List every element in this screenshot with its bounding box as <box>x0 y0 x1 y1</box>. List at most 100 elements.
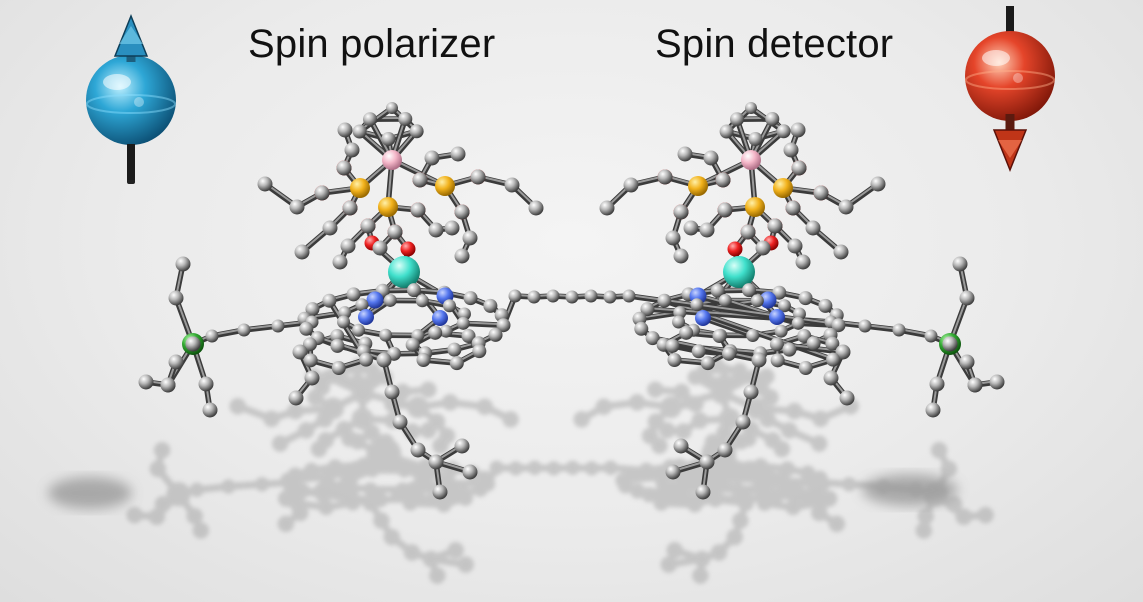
carbon-atom <box>783 142 799 158</box>
carbon-atom <box>806 336 821 351</box>
carbon-atom <box>424 150 440 166</box>
carbon-atom <box>379 328 393 342</box>
carbon-atom <box>257 176 273 192</box>
carbon-atom <box>751 352 767 368</box>
carbon-atom <box>959 354 975 370</box>
carbon-atom <box>743 384 759 400</box>
carbon-atom <box>719 124 734 139</box>
carbon-atom <box>442 299 456 313</box>
carbon-atom <box>288 390 304 406</box>
carbon-atom <box>330 329 345 344</box>
carbon-atom <box>770 353 785 368</box>
carbon-atom <box>603 290 617 304</box>
carbon-atom <box>331 360 346 375</box>
carbon-atom <box>340 238 356 254</box>
carbon-atom <box>798 360 813 375</box>
carbon-atom <box>416 352 431 367</box>
cobalt-atom <box>388 256 420 288</box>
nitrogen-atom <box>432 310 448 326</box>
carbon-atom <box>314 185 330 201</box>
carbon-atom <box>304 370 320 386</box>
carbon-atom <box>959 290 975 306</box>
carbon-atom <box>384 384 400 400</box>
carbon-atom <box>797 329 812 344</box>
carbon-atom <box>858 319 872 333</box>
carbon-atom <box>439 324 453 338</box>
spin-down-sphere-icon <box>965 6 1055 173</box>
spin-detector-label: Spin detector <box>655 22 894 66</box>
carbon-atom <box>528 200 544 216</box>
carbon-atom <box>565 290 579 304</box>
carbon-atom <box>929 376 945 392</box>
carbon-atom <box>798 291 813 306</box>
carbon-atom <box>504 177 520 193</box>
carbon-atom <box>428 222 444 238</box>
carbon-atom <box>372 240 388 256</box>
carbon-atom <box>428 325 443 340</box>
carbon-atom <box>667 352 682 367</box>
cobalt-atom <box>723 256 755 288</box>
carbon-atom <box>412 172 428 188</box>
carbon-atom <box>700 356 715 371</box>
carbon-atom <box>835 344 851 360</box>
carbon-atom <box>746 329 760 343</box>
carbon-atom <box>198 376 214 392</box>
oxygen-atom <box>400 241 416 257</box>
carbon-atom <box>774 324 788 338</box>
carbon-atom <box>703 150 719 166</box>
carbon-atom <box>765 112 780 127</box>
nitrogen-atom <box>366 291 384 309</box>
carbon-atom <box>717 442 733 458</box>
carbon-atom <box>302 337 317 352</box>
carbon-atom <box>718 293 732 307</box>
carbon-atom <box>952 256 968 272</box>
carbon-atom <box>712 329 727 344</box>
carbon-atom <box>673 204 689 220</box>
carbon-atom <box>462 230 478 246</box>
carbon-atom <box>665 464 681 480</box>
carbon-atom <box>237 323 251 337</box>
carbon-atom <box>791 316 805 330</box>
carbon-atom <box>695 484 711 500</box>
carbon-atom <box>767 218 783 234</box>
carbon-atom <box>461 329 476 344</box>
carbon-atom <box>785 200 801 216</box>
carbon-atom <box>826 352 841 367</box>
carbon-atom <box>690 298 704 312</box>
carbon-atom <box>410 202 426 218</box>
carbon-atom <box>645 331 660 346</box>
carbon-atom <box>818 298 833 313</box>
carbon-atom <box>623 177 639 193</box>
carbon-atom <box>769 337 784 352</box>
carbon-atom <box>185 336 201 352</box>
carbon-atom <box>791 160 807 176</box>
carbon-atom <box>870 176 886 192</box>
phosphorus-atom <box>745 197 765 217</box>
carbon-atom <box>790 122 806 138</box>
nitrogen-atom <box>358 309 374 325</box>
carbon-atom <box>409 124 424 139</box>
carbon-atom <box>679 325 694 340</box>
carbon-atom <box>337 122 353 138</box>
carbon-atom <box>168 354 184 370</box>
nitrogen-atom <box>759 291 777 309</box>
carbon-atom <box>359 352 374 367</box>
carbon-atom <box>925 402 941 418</box>
carbon-atom <box>332 254 348 270</box>
carbon-atom <box>336 160 352 176</box>
carbon-atom <box>292 344 308 360</box>
carbon-atom <box>942 336 958 352</box>
carbon-atom <box>346 287 361 302</box>
carbon-atom <box>772 285 787 300</box>
carbon-atom <box>634 321 649 336</box>
carbon-atom <box>825 336 840 351</box>
carbon-atom <box>795 254 811 270</box>
carbon-atom <box>202 402 218 418</box>
carbon-atom <box>138 374 154 390</box>
carbon-atom <box>833 244 849 260</box>
carbon-atom <box>405 337 420 352</box>
carbon-atom <box>392 414 408 430</box>
carbon-atom <box>710 283 725 298</box>
carbon-atom <box>839 390 855 406</box>
phosphorus-atom <box>435 176 455 196</box>
